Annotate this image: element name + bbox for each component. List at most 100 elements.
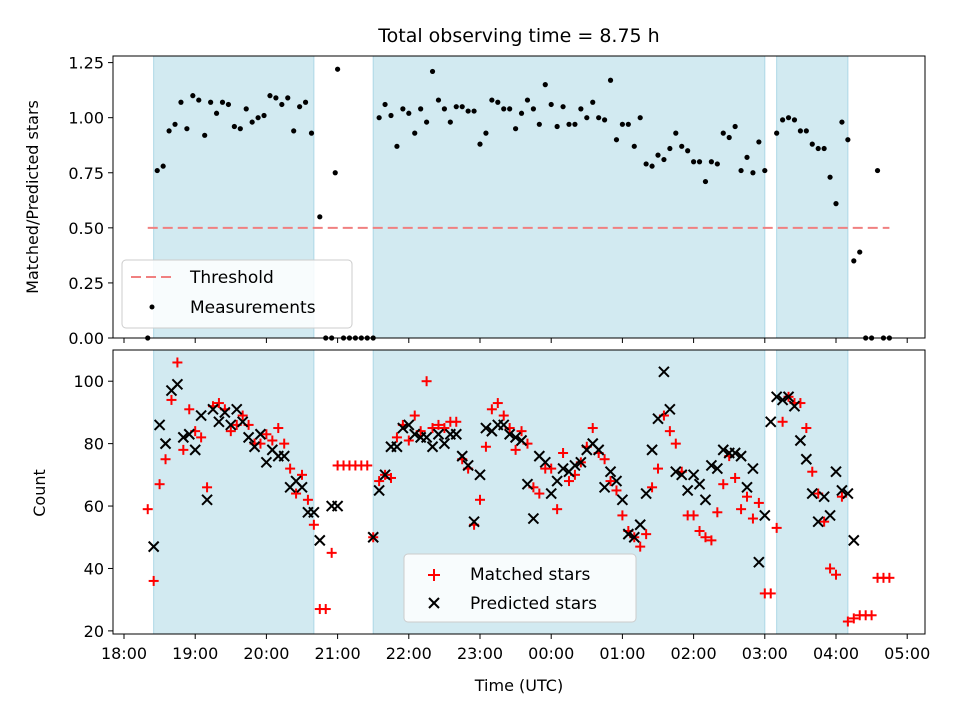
predicted-stars-point <box>812 515 824 528</box>
measurement-point <box>406 110 412 116</box>
y-tick-label: 20 <box>84 622 104 641</box>
matched-stars-point <box>605 476 616 487</box>
measurement-point <box>202 132 208 138</box>
predicted-stars-point <box>670 466 682 478</box>
x-tick-label: 23:00 <box>457 644 503 663</box>
predicted-stars-point <box>717 444 729 456</box>
predicted-stars-point <box>201 494 213 506</box>
matched-stars-point <box>807 466 818 477</box>
predicted-stars-point <box>776 394 789 406</box>
matched-stars-point <box>641 529 652 540</box>
measurement-point <box>495 99 501 105</box>
top-plot-frame <box>112 55 926 339</box>
matched-stars-point <box>326 547 337 558</box>
observing-window-band <box>776 349 849 635</box>
predicted-stars-point <box>254 428 267 440</box>
measurement-point <box>429 68 436 75</box>
predicted-stars-point <box>432 428 445 440</box>
legend-matched-label: Matched stars <box>470 565 590 585</box>
matched-stars-point <box>801 423 812 434</box>
measurement-point <box>667 145 673 152</box>
x-tick-label: 18:00 <box>101 644 147 663</box>
measurement-point <box>780 117 786 123</box>
measurement-point <box>542 82 548 88</box>
measurement-point <box>797 128 804 134</box>
measurement-point <box>249 119 255 125</box>
measurement-point <box>590 99 596 105</box>
y-tick-label: 0.50 <box>68 219 104 238</box>
predicted-stars-point <box>171 378 184 391</box>
measurement-point <box>237 126 243 132</box>
matched-stars-point <box>777 416 788 427</box>
matched-stars-point <box>142 504 153 515</box>
predicted-stars-point <box>498 419 510 431</box>
predicted-stars-point <box>189 444 201 456</box>
measurement-point <box>418 106 424 112</box>
measurement-point <box>762 167 768 174</box>
predicted-stars-point <box>782 391 795 403</box>
measurement-point <box>400 106 406 112</box>
measurement-point <box>261 112 267 119</box>
measurement-point <box>578 106 584 112</box>
measurement-point <box>833 201 839 207</box>
predicted-stars-point <box>308 506 320 518</box>
matched-stars-point <box>409 410 420 421</box>
predicted-stars-point <box>236 416 249 428</box>
predicted-stars-point <box>735 450 747 462</box>
predicted-stars-point <box>800 453 813 465</box>
bottom-plot-frame <box>112 349 926 635</box>
matched-stars-point <box>831 569 841 580</box>
predicted-stars-point <box>711 462 724 475</box>
measurement-point <box>732 123 738 130</box>
predicted-stars-point <box>652 412 664 425</box>
measurement-point <box>673 130 679 136</box>
predicted-stars-point <box>367 531 379 543</box>
y-tick-label: 60 <box>84 497 104 516</box>
predicted-stars-point <box>213 416 225 428</box>
measurement-point <box>584 115 590 121</box>
matched-stars-point <box>320 604 331 615</box>
measurement-point <box>685 148 691 154</box>
predicted-stars-point <box>539 456 551 469</box>
predicted-stars-point <box>658 366 670 378</box>
predicted-stars-point <box>503 428 516 440</box>
matched-stars-point <box>362 460 373 471</box>
matched-stars-point <box>866 610 877 621</box>
measurement-point <box>720 130 726 136</box>
measurement-point <box>726 134 732 141</box>
predicted-stars-point <box>842 487 854 500</box>
measurement-point <box>172 121 178 127</box>
x-tick-label: 02:00 <box>671 644 717 663</box>
measurement-point <box>572 121 578 127</box>
predicted-stars-point <box>397 422 409 434</box>
y-tick-label: 40 <box>84 559 104 578</box>
matched-stars-point <box>564 476 574 487</box>
top-y-axis-ticks: 0.00 0.25 0.50 0.75 1.00 1.25 <box>68 54 113 348</box>
predicted-stars-point <box>818 490 830 503</box>
predicted-stars-point <box>604 466 617 478</box>
predicted-stars-point <box>640 487 652 500</box>
matched-stars-point <box>475 494 485 505</box>
matched-stars-point <box>771 522 782 533</box>
predicted-stars-point <box>438 437 451 450</box>
y-tick-label: 0.00 <box>68 329 104 348</box>
measurement-point <box>441 106 447 112</box>
measurement-point <box>447 119 453 125</box>
top-panel: 0.00 0.25 0.50 0.75 1.00 1.25 Matched/Predict… <box>23 54 926 348</box>
measurement-point <box>178 99 184 105</box>
matched-stars-point <box>653 463 663 474</box>
predicted-stars-point <box>622 528 635 540</box>
matched-stars-point <box>297 469 307 480</box>
predicted-stars-point <box>456 450 468 462</box>
matched-stars-point <box>202 482 213 493</box>
matched-stars-point <box>213 398 224 409</box>
measurement-point <box>524 97 531 103</box>
predicted-stars-point <box>687 469 700 481</box>
predicted-stars-point <box>391 441 403 453</box>
matched-stars-point <box>694 526 705 537</box>
matched-stars-point <box>747 513 758 524</box>
x-tick-label: 04:00 <box>813 644 859 663</box>
matched-stars-point <box>753 497 764 508</box>
measurement-point <box>243 106 249 112</box>
measurement-point <box>302 99 309 105</box>
